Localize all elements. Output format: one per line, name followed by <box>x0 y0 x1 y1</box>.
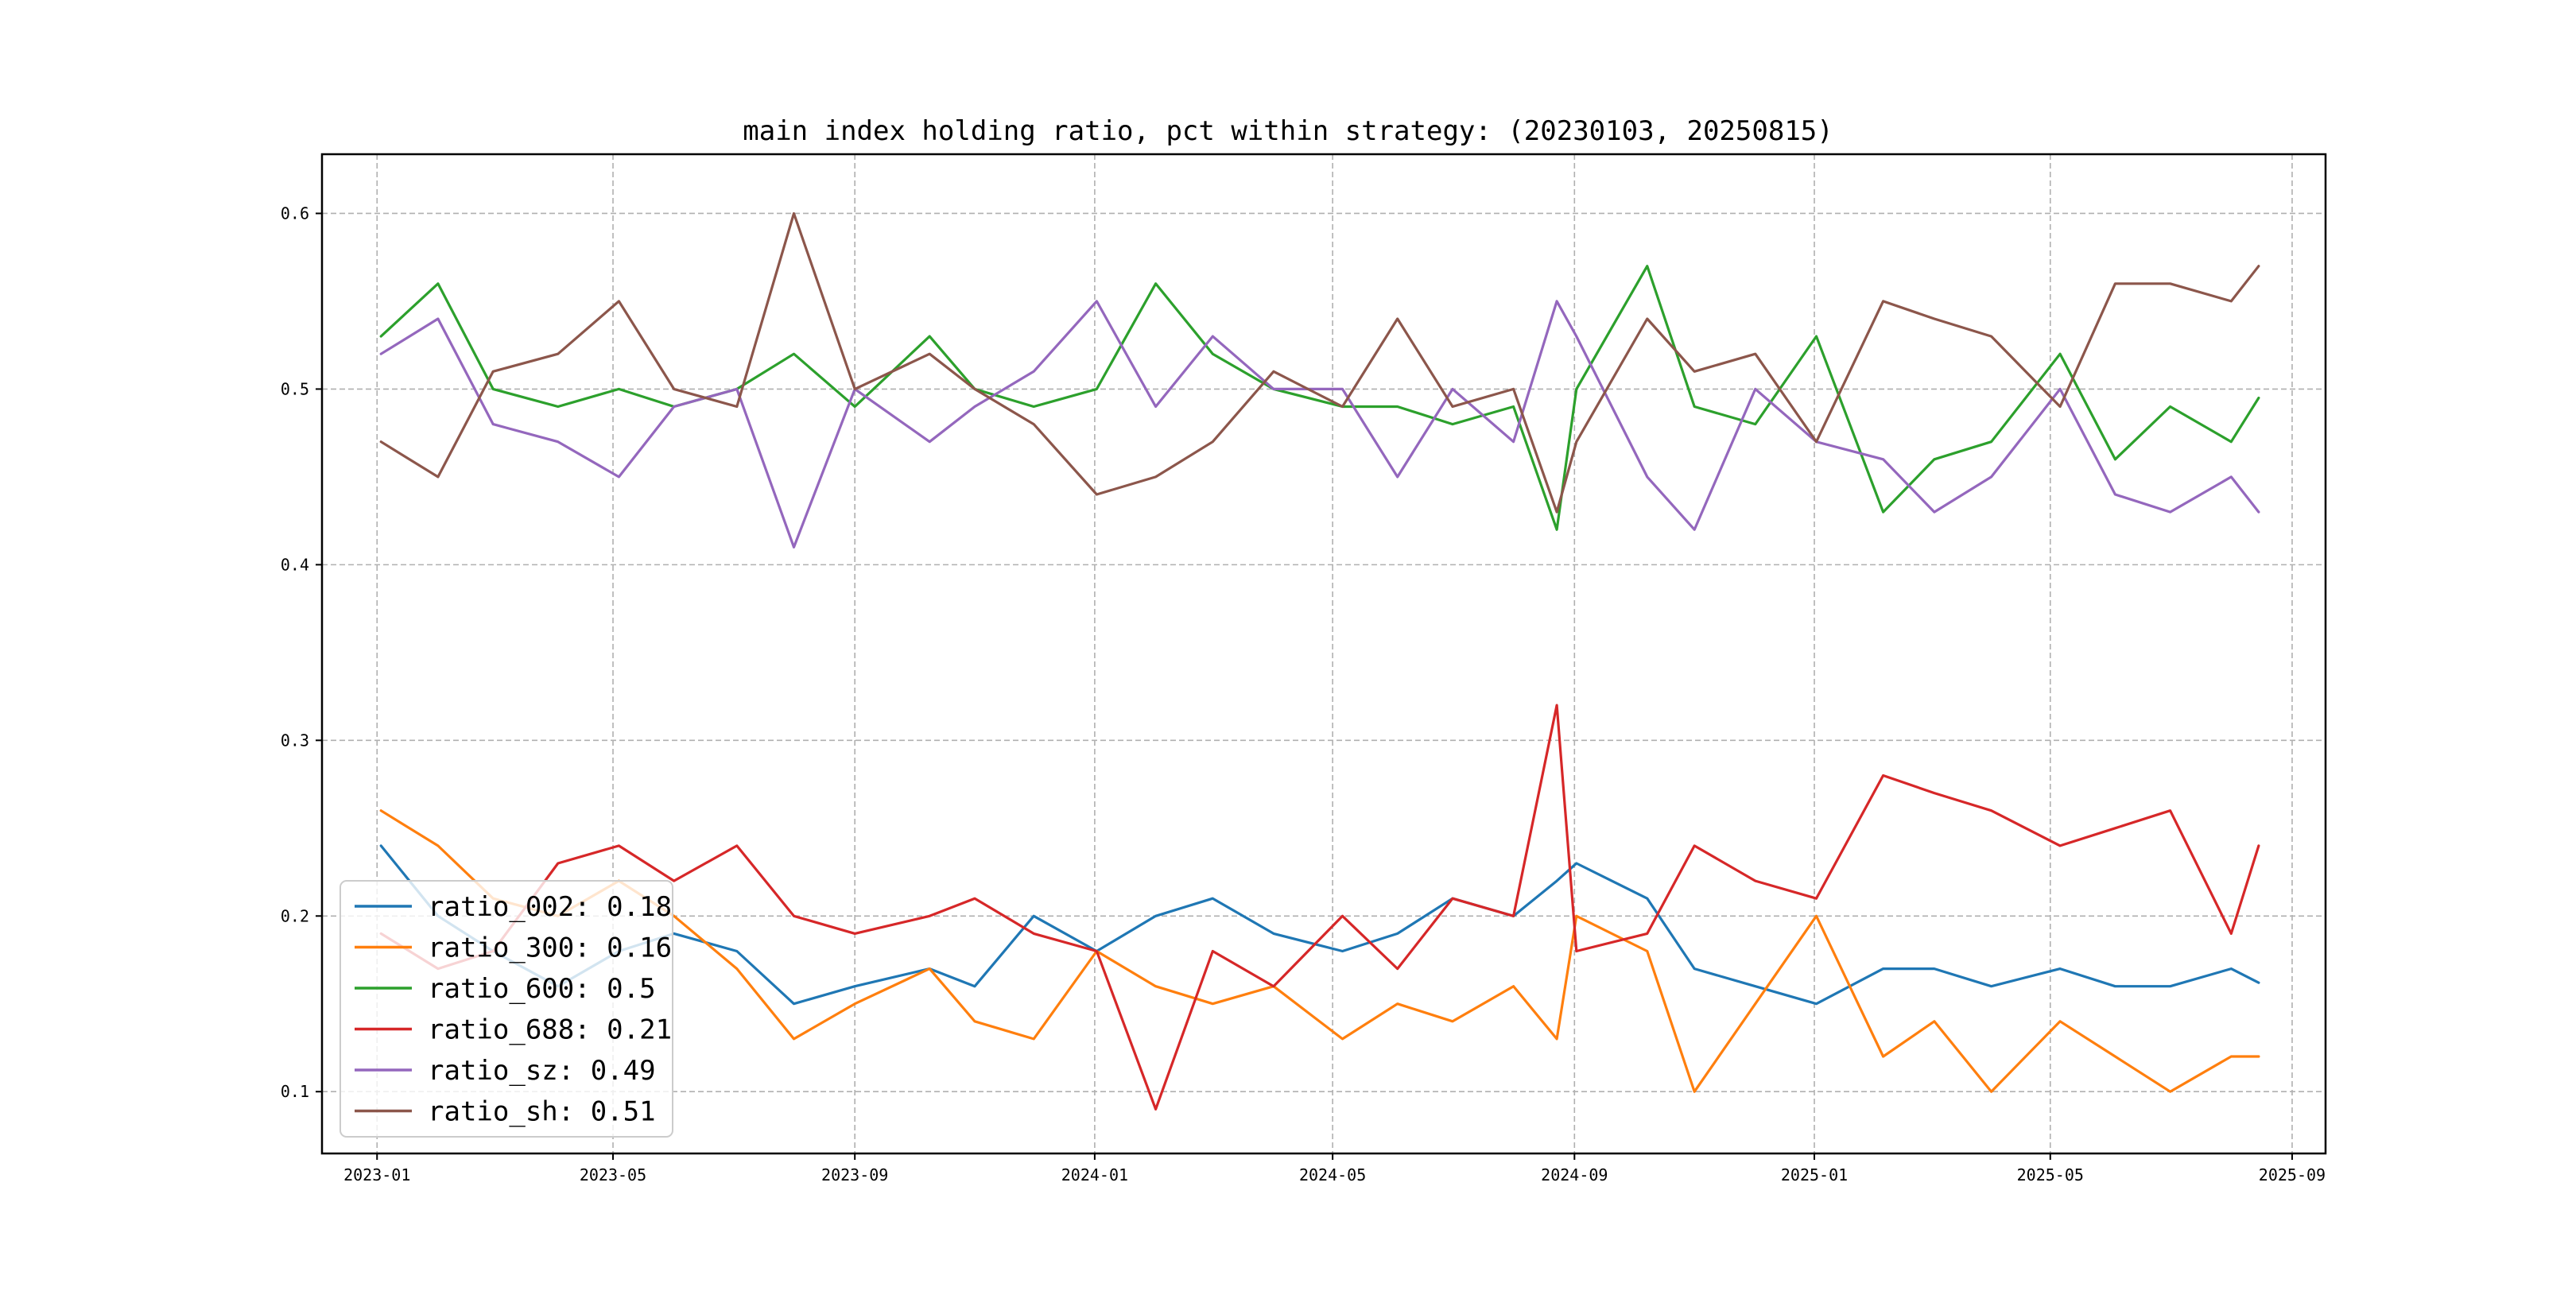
series-line-ratio-300 <box>379 809 2260 1093</box>
y-tick-label: 0.4 <box>281 555 309 574</box>
x-tick-label: 2024-01 <box>1061 1165 1128 1184</box>
legend-box <box>339 880 673 1138</box>
x-tick-label: 2024-09 <box>1541 1165 1608 1184</box>
legend-label: ratio_002: 0.18 <box>428 891 672 923</box>
x-tick-label: 2023-05 <box>580 1165 646 1184</box>
x-tick-label: 2024-05 <box>1299 1165 1366 1184</box>
x-tick-label: 2025-01 <box>1781 1165 1848 1184</box>
plot-area-frame <box>320 153 2327 1155</box>
chart-title: main index holding ratio, pct within str… <box>743 115 1833 147</box>
legend: ratio_002: 0.18 ratio_300: 0.16 ratio_600:… <box>339 880 673 1138</box>
legend-label: ratio_600: 0.5 <box>428 973 656 1005</box>
y-tick-label: 0.6 <box>281 204 309 223</box>
x-tick-label: 2025-09 <box>2259 1165 2326 1184</box>
legend-label: ratio_sz: 0.49 <box>428 1055 656 1087</box>
x-tick-label: 2023-01 <box>343 1165 410 1184</box>
y-tick-label: 0.2 <box>281 906 309 925</box>
series-line-ratio-688 <box>379 704 2260 1111</box>
x-tick-label: 2025-05 <box>2017 1165 2084 1184</box>
series-line-ratio-sh <box>379 211 2260 514</box>
y-tick-label: 0.3 <box>281 731 309 750</box>
series-lines <box>379 211 2260 1111</box>
legend-label: ratio_300: 0.16 <box>428 932 672 964</box>
legend-label: ratio_sh: 0.51 <box>428 1096 656 1128</box>
y-tick-label: 0.5 <box>281 379 309 398</box>
axis-ticks: 2023-01 2023-05 2023-09 2024-01 2024-05 2024-… <box>281 204 2326 1184</box>
legend-label: ratio_688: 0.21 <box>428 1014 672 1046</box>
y-tick-label: 0.1 <box>281 1082 309 1101</box>
x-tick-label: 2023-09 <box>821 1165 888 1184</box>
